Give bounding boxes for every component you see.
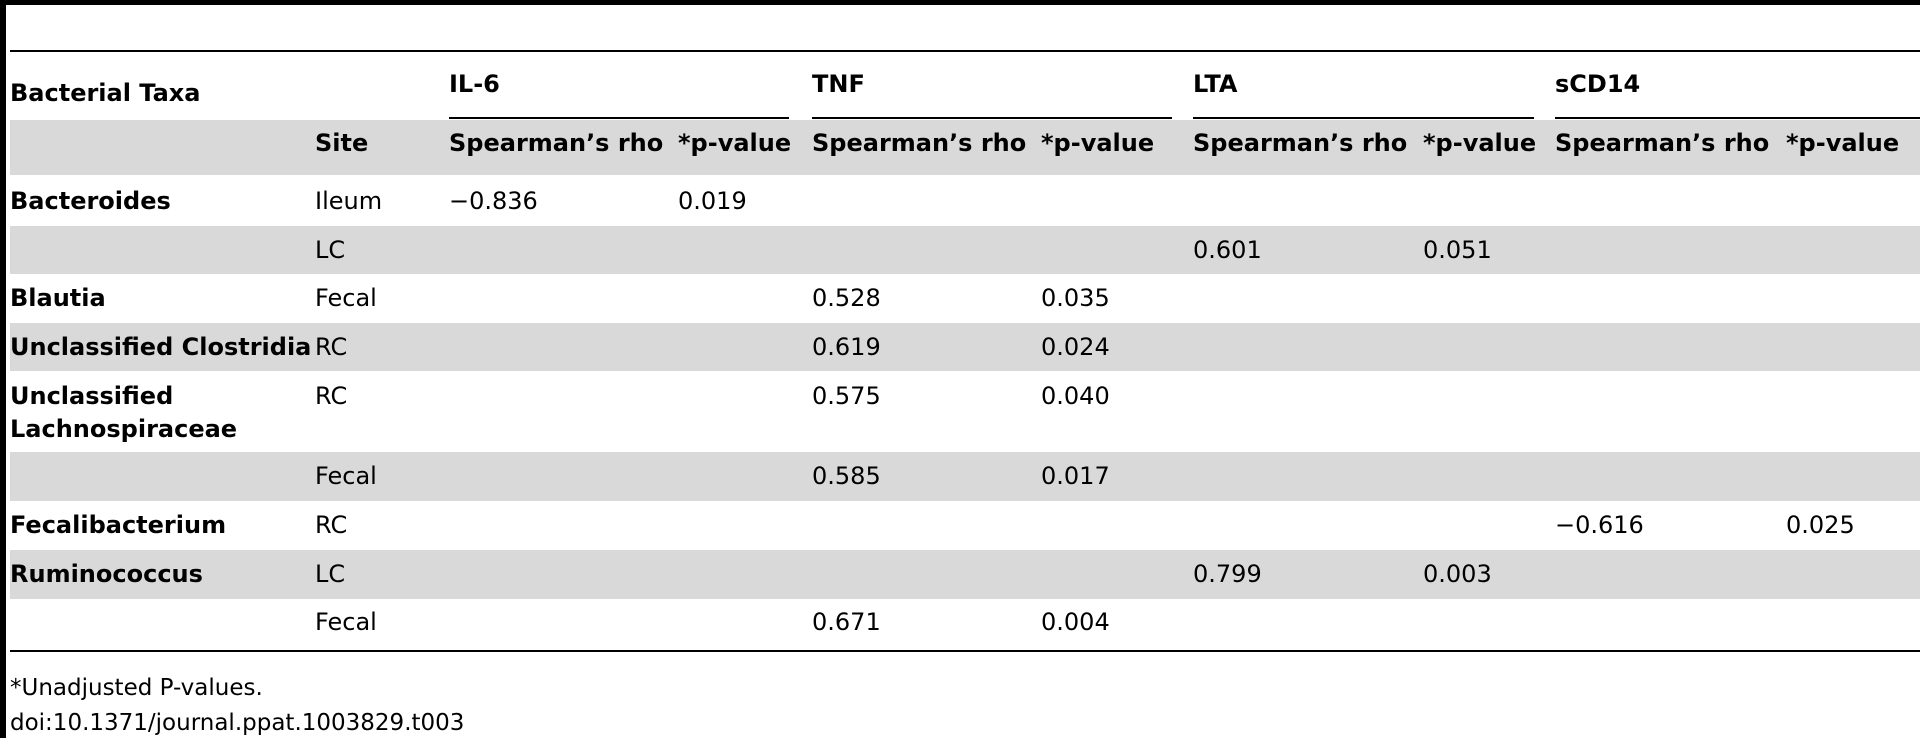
header-site: Site — [315, 129, 369, 157]
cell-lta-rho: 0.799 — [1193, 560, 1262, 588]
table-top-rule — [10, 50, 1920, 52]
group-rule-tnf — [812, 117, 1172, 119]
row-site: LC — [315, 560, 346, 588]
header-il6-p: *p-value — [678, 129, 792, 157]
header-il6-rho: Spearman’s rho — [449, 129, 664, 157]
row-site: Fecal — [315, 462, 377, 490]
cell-il6-p: 0.019 — [678, 187, 747, 215]
header-lta-p: *p-value — [1423, 129, 1537, 157]
row-band — [10, 226, 1920, 274]
table-bottom-rule — [10, 650, 1920, 652]
cell-tnf-rho: 0.671 — [812, 608, 881, 636]
group-rule-scd14 — [1555, 117, 1920, 119]
row-taxa: Fecalibacterium — [10, 511, 227, 539]
cell-il6-rho: −0.836 — [449, 187, 538, 215]
doi-link[interactable]: doi:10.1371/journal.ppat.1003829.t003 — [10, 710, 465, 736]
cell-tnf-rho: 0.585 — [812, 462, 881, 490]
header-lta-rho: Spearman’s rho — [1193, 129, 1408, 157]
header-group-tnf: TNF — [812, 70, 865, 98]
row-site: RC — [315, 382, 348, 410]
cell-tnf-p: 0.004 — [1041, 608, 1110, 636]
cell-tnf-p: 0.017 — [1041, 462, 1110, 490]
row-band — [10, 323, 1920, 371]
row-site: Fecal — [315, 608, 377, 636]
header-group-lta: LTA — [1193, 70, 1238, 98]
group-rule-lta — [1193, 117, 1534, 119]
cell-lta-rho: 0.601 — [1193, 236, 1262, 264]
header-group-scd14: sCD14 — [1555, 70, 1641, 98]
row-taxa: Unclassified Clostridia — [10, 333, 312, 361]
row-band — [10, 452, 1920, 501]
row-taxa: Bacteroides — [10, 187, 171, 215]
header-band — [10, 120, 1920, 175]
cell-scd14-p: 0.025 — [1786, 511, 1855, 539]
cell-tnf-p: 0.035 — [1041, 284, 1110, 312]
group-rule-il6 — [449, 117, 789, 119]
header-bacterial-taxa: Bacterial Taxa — [10, 79, 201, 107]
header-tnf-rho: Spearman’s rho — [812, 129, 1027, 157]
cell-scd14-rho: −0.616 — [1555, 511, 1644, 539]
table-footnote: *Unadjusted P-values. — [10, 675, 263, 701]
cell-tnf-rho: 0.528 — [812, 284, 881, 312]
row-site: LC — [315, 236, 346, 264]
cell-lta-p: 0.003 — [1423, 560, 1492, 588]
cell-tnf-p: 0.024 — [1041, 333, 1110, 361]
row-site: Fecal — [315, 284, 377, 312]
cell-lta-p: 0.051 — [1423, 236, 1492, 264]
cell-tnf-rho: 0.619 — [812, 333, 881, 361]
header-scd14-rho: Spearman’s rho — [1555, 129, 1770, 157]
row-taxa-line2: Lachnospiraceae — [10, 415, 238, 443]
row-site: RC — [315, 333, 348, 361]
row-site: Ileum — [315, 187, 383, 215]
row-site: RC — [315, 511, 348, 539]
page-left-border — [0, 0, 6, 738]
header-group-il6: IL-6 — [449, 70, 500, 98]
row-band — [10, 550, 1920, 599]
cell-tnf-p: 0.040 — [1041, 382, 1110, 410]
row-taxa: Blautia — [10, 284, 106, 312]
page-top-rule — [0, 0, 1920, 5]
header-tnf-p: *p-value — [1041, 129, 1155, 157]
row-taxa: Ruminococcus — [10, 560, 203, 588]
cell-tnf-rho: 0.575 — [812, 382, 881, 410]
row-taxa-line1: Unclassified — [10, 382, 174, 410]
header-scd14-p: *p-value — [1786, 129, 1900, 157]
